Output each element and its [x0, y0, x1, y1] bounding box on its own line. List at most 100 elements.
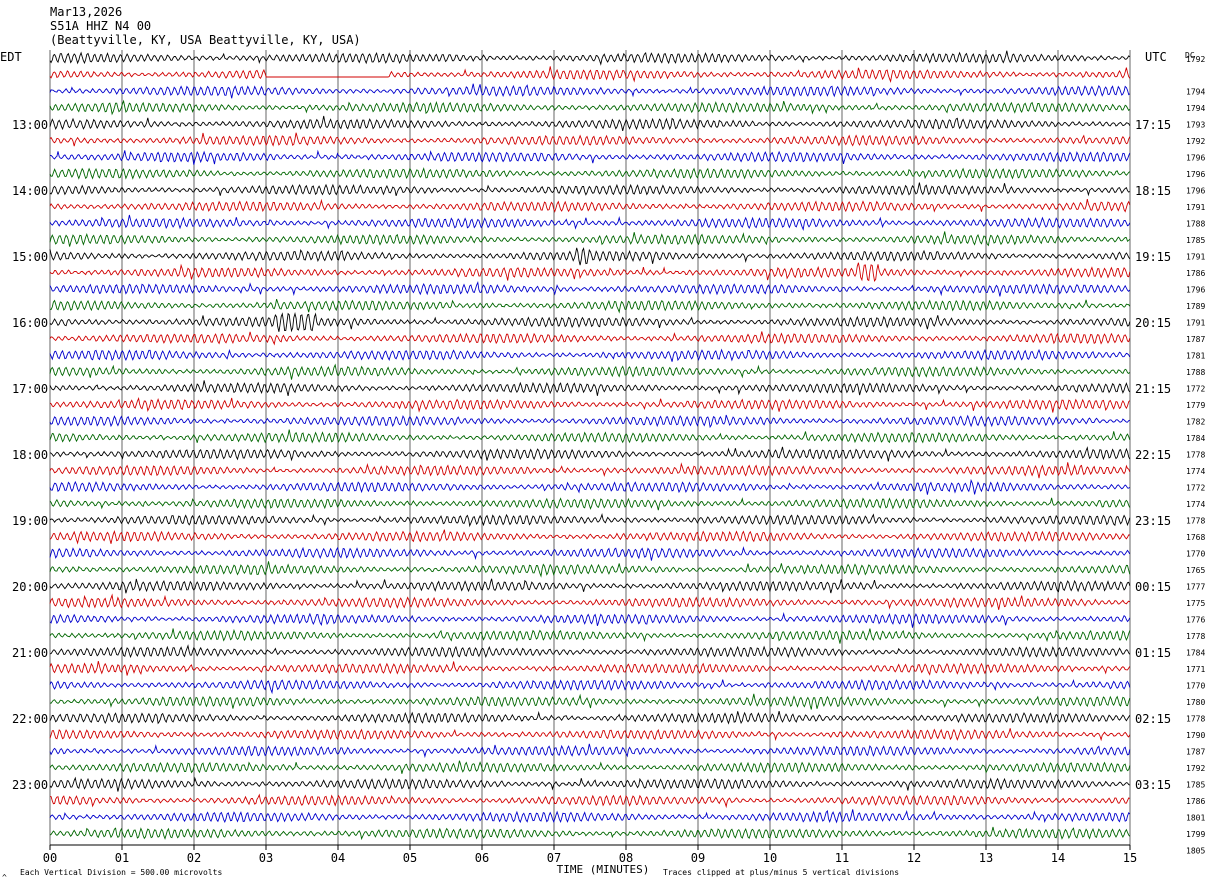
- trace-line: [49, 546, 1131, 561]
- right-hour-label: 23:15: [1135, 514, 1171, 528]
- dc-offset-label: 1792: [1186, 55, 1205, 64]
- right-hour-label: 21:15: [1135, 382, 1171, 396]
- right-hour-label: 17:15: [1135, 118, 1171, 132]
- dc-offset-label: 1799: [1186, 830, 1205, 839]
- corner-mark: ^: [2, 873, 7, 882]
- x-axis-label: TIME (MINUTES): [557, 863, 650, 876]
- dc-offset-label: 1770: [1186, 550, 1205, 559]
- dc-offset-label: 1774: [1186, 500, 1205, 509]
- right-hour-label: 03:15: [1135, 778, 1171, 792]
- trace-line: [49, 462, 1131, 479]
- trace-line: [49, 99, 1131, 116]
- dc-offset-label: 1787: [1186, 335, 1205, 344]
- trace-line: [49, 280, 1131, 297]
- trace-line: [49, 660, 1131, 676]
- x-tick-label: 06: [475, 851, 489, 865]
- dc-offset-label: 1796: [1186, 286, 1205, 295]
- left-hour-label: 20:00: [12, 580, 48, 594]
- trace-line: [49, 478, 1131, 495]
- dc-offset-label: 1785: [1186, 781, 1205, 790]
- trace-line: [49, 497, 1131, 511]
- x-tick-label: 05: [403, 851, 417, 865]
- right-hour-label: 20:15: [1135, 316, 1171, 330]
- trace-line: [49, 578, 1131, 594]
- dc-offset-label: 1791: [1186, 253, 1205, 262]
- left-hour-label: 19:00: [12, 514, 48, 528]
- dc-offset-label: 1770: [1186, 682, 1205, 691]
- dc-offset-label: 1781: [1186, 352, 1205, 361]
- x-tick-label: 02: [187, 851, 201, 865]
- dc-offset-label: 1791: [1186, 319, 1205, 328]
- dc-offset-label: 1790: [1186, 731, 1205, 740]
- trace-line: [49, 83, 1131, 99]
- trace-line: [49, 561, 1131, 578]
- trace-line: [49, 593, 1131, 610]
- dc-offset-label: 1782: [1186, 418, 1205, 427]
- trace-line: [49, 760, 1131, 774]
- trace-line: [49, 809, 1131, 824]
- trace-line: [49, 644, 1131, 659]
- dc-offset-label: 1784: [1186, 649, 1205, 658]
- trace-line: [49, 298, 1131, 314]
- left-hour-label: 14:00: [12, 184, 48, 198]
- dc-offset-label: 1786: [1186, 797, 1205, 806]
- dc-offset-label: 1779: [1186, 401, 1205, 410]
- left-hour-label: 17:00: [12, 382, 48, 396]
- x-tick-label: 11: [835, 851, 849, 865]
- trace-line: [49, 331, 1131, 346]
- left-hour-label: 22:00: [12, 712, 48, 726]
- trace-line: [49, 182, 1131, 197]
- left-hour-label: 21:00: [12, 646, 48, 660]
- x-tick-label: 00: [43, 851, 57, 865]
- trace-line: [49, 198, 1131, 213]
- x-tick-label: 03: [259, 851, 273, 865]
- dc-offset-label: 1789: [1186, 302, 1205, 311]
- trace-line: [49, 710, 1131, 725]
- header: Mar13,2026 S51A HHZ N4 00 (Beattyville, …: [50, 5, 361, 47]
- dc-label: DC: [1185, 51, 1195, 60]
- dc-offset-label: 1796: [1186, 170, 1205, 179]
- dc-offset-label: 1788: [1186, 368, 1205, 377]
- left-hour-label: 13:00: [12, 118, 48, 132]
- trace-line: [49, 167, 1131, 180]
- trace-line: [49, 50, 1131, 66]
- header-date: Mar13,2026: [50, 5, 122, 19]
- dc-offset-label: 1780: [1186, 698, 1205, 707]
- trace-line: [49, 66, 1131, 83]
- right-hour-label: 19:15: [1135, 250, 1171, 264]
- trace-line: [49, 348, 1131, 362]
- left-zone-label: EDT: [0, 50, 22, 64]
- trace-line: [49, 678, 1131, 695]
- dc-offset-label: 1778: [1186, 451, 1205, 460]
- dc-offset-label: 1792: [1186, 137, 1205, 146]
- x-tick-label: 10: [763, 851, 777, 865]
- trace-line: [49, 628, 1131, 644]
- trace-line: [49, 612, 1131, 628]
- dc-offset-label: 1791: [1186, 203, 1205, 212]
- x-axis-ticks: 00 01 02 03 04 05 06 07 08 09 10 11 12 13 14 15: [43, 845, 1137, 865]
- trace-line: [49, 231, 1131, 247]
- dc-offset-label: 1805: [1186, 847, 1205, 856]
- trace-line: [49, 214, 1131, 231]
- trace-line: [49, 132, 1131, 147]
- left-hour-label: 15:00: [12, 250, 48, 264]
- clip-note: Traces clipped at plus/minus 5 vertical …: [663, 868, 899, 877]
- trace-line: [49, 312, 1131, 333]
- trace-line: [49, 414, 1131, 429]
- x-tick-label: 15: [1123, 851, 1137, 865]
- header-location: (Beattyville, KY, USA Beattyville, KY, U…: [50, 33, 361, 47]
- trace-line: [49, 115, 1131, 132]
- dc-offset-label: 1796: [1186, 154, 1205, 163]
- dc-offset-label: 1777: [1186, 583, 1205, 592]
- left-hour-label: 23:00: [12, 778, 48, 792]
- trace-line: [49, 693, 1131, 710]
- seismic-traces: [49, 50, 1131, 841]
- dc-offset-label: 1801: [1186, 814, 1205, 823]
- dc-offset-label: 1786: [1186, 269, 1205, 278]
- right-zone-label: UTC: [1145, 50, 1167, 64]
- x-tick-label: 04: [331, 851, 345, 865]
- x-tick-label: 12: [907, 851, 921, 865]
- dc-offset-label: 1796: [1186, 187, 1205, 196]
- dc-offset-label: 1778: [1186, 632, 1205, 641]
